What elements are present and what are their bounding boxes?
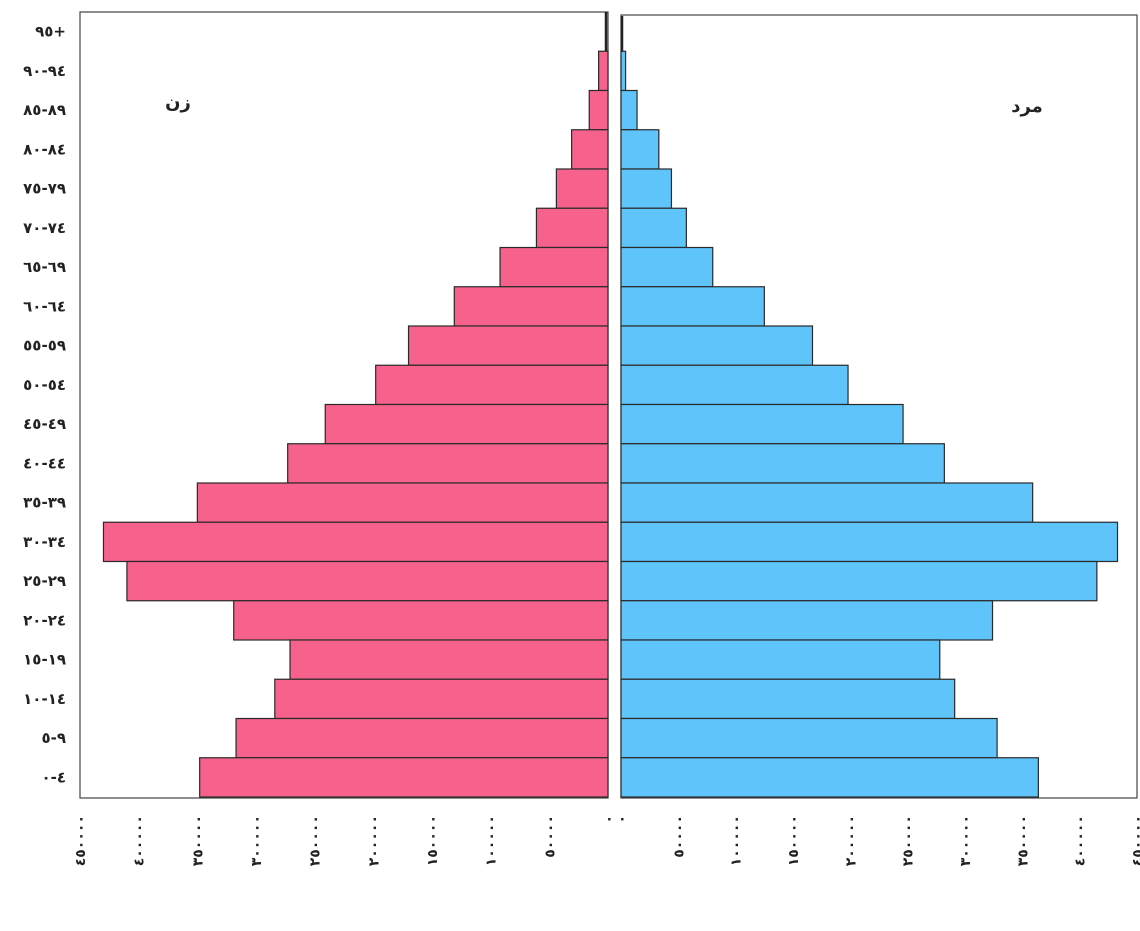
male-bar <box>620 207 687 249</box>
female-bar <box>126 560 609 602</box>
male-tick-label: ٢٥٠٠٠٠ <box>901 815 917 866</box>
age-group-label: ٥٤-٥٠ <box>23 376 66 394</box>
age-group-label: ٤٤-٤٠ <box>23 454 66 472</box>
female-bar <box>287 443 609 484</box>
female-tick-label: ١٥٠٠٠٠ <box>425 815 441 866</box>
female-bar <box>199 757 609 798</box>
age-group-label: ٣٤-٣٠ <box>23 533 66 551</box>
female-bar <box>453 286 609 327</box>
male-bar <box>620 50 627 92</box>
male-tick-label: ٤٥٠٠٠٠ <box>1130 815 1140 866</box>
male-tick-label: ٤٠٠٠٠٠ <box>1073 815 1089 866</box>
age-group-label: ٩٥+ <box>35 23 66 41</box>
age-group-label: ٢٤-٢٠ <box>23 611 66 629</box>
male-bar <box>620 757 1039 798</box>
male-bar <box>620 246 714 288</box>
female-tick-label: ٥٠٠٠٠ <box>542 815 558 858</box>
male-bar <box>620 600 994 641</box>
male-tick-label: ٣٥٠٠٠٠ <box>1015 815 1031 866</box>
male-bar <box>620 129 660 170</box>
female-tick-label: ١٠٠٠٠٠ <box>484 815 500 866</box>
age-group-label: ٣٩-٣٥ <box>23 494 66 512</box>
age-group-label: ٧٤-٧٠ <box>23 219 66 237</box>
male-bar <box>620 717 998 759</box>
age-group-label: ٤-٠ <box>41 768 66 786</box>
female-bar <box>324 403 609 445</box>
female-bar <box>289 639 609 680</box>
male-tick-label: ١٠٠٠٠٠ <box>729 815 745 866</box>
age-group-label: ٧٩-٧٥ <box>23 180 66 198</box>
male-tick-label: ٥٠٠٠٠ <box>671 815 687 858</box>
female-panel-label: زن <box>165 92 191 113</box>
age-group-label: ٤٩-٤٥ <box>23 415 66 433</box>
male-bar <box>620 286 765 327</box>
male-tick-label: ٠ <box>614 815 630 824</box>
female-bar <box>407 325 609 366</box>
male-axis-ticks: ٠ ٥٠٠٠٠ ١٠٠٠٠٠ ١٥٠٠٠٠ ٢٠٠٠٠٠ ٢٥٠٠٠٠ ٣٠٠٠٠٠ ٣٥٠٠… <box>614 815 1140 866</box>
female-bar <box>571 129 609 170</box>
female-tick-label: ٣٥٠٠٠٠ <box>190 815 206 866</box>
male-bar <box>620 443 945 484</box>
male-tick-label: ٣٠٠٠٠٠ <box>958 815 974 866</box>
female-bar <box>555 168 609 209</box>
male-bar <box>620 403 904 445</box>
male-tick-label: ١٥٠٠٠٠ <box>786 815 802 866</box>
age-group-label: ١٤-١٠ <box>23 690 66 708</box>
male-bar <box>620 168 673 209</box>
female-tick-label: ٠ <box>601 815 617 824</box>
male-bar <box>620 325 814 366</box>
male-bar <box>620 482 1034 523</box>
male-bars <box>620 16 1119 798</box>
male-bar <box>620 521 1119 563</box>
female-bar <box>196 482 609 523</box>
female-bar <box>535 207 609 249</box>
male-panel-label: مرد <box>1011 96 1043 117</box>
male-bar <box>620 678 956 720</box>
female-tick-label: ٣٠٠٠٠٠ <box>249 815 265 866</box>
male-bar <box>620 639 941 680</box>
female-bar <box>588 89 609 131</box>
male-bar <box>620 560 1098 602</box>
female-bar <box>235 717 609 759</box>
age-group-labels: ٩٥+ ٩٤-٩٠ ٨٩-٨٥ ٨٤-٨٠ ٧٩-٧٥ ٧٤-٧٠ ٦٩-٦٥ ٦٤-٦٠ ٥٩… <box>23 23 66 787</box>
female-bar <box>102 521 609 563</box>
female-bar <box>499 246 609 288</box>
age-group-label: ٥٩-٥٥ <box>23 337 66 355</box>
age-group-label: ٨٤-٨٠ <box>23 140 66 158</box>
female-bars <box>102 12 609 798</box>
female-tick-label: ٤٥٠٠٠٠ <box>73 815 89 866</box>
female-bar <box>233 600 609 641</box>
age-group-label: ٨٩-٨٥ <box>23 101 66 119</box>
age-group-label: ٦٩-٦٥ <box>23 258 66 276</box>
age-group-label: ٢٩-٢٥ <box>23 572 66 590</box>
female-tick-label: ٢٥٠٠٠٠ <box>308 815 324 866</box>
female-tick-label: ٤٠٠٠٠٠ <box>132 815 148 866</box>
female-bar <box>375 364 609 406</box>
male-bar <box>620 89 638 131</box>
age-group-label: ٩-٥ <box>41 729 66 747</box>
male-tick-label: ٢٠٠٠٠٠ <box>843 815 859 866</box>
male-bar <box>620 364 849 406</box>
age-group-label: ١٩-١٥ <box>23 651 66 669</box>
female-tick-label: ٢٠٠٠٠٠ <box>366 815 382 866</box>
female-bar <box>274 678 609 720</box>
age-group-label: ٦٤-٦٠ <box>23 297 66 315</box>
age-group-label: ٩٤-٩٠ <box>23 62 66 80</box>
female-axis-ticks: ٤٥٠٠٠٠ ٤٠٠٠٠٠ ٣٥٠٠٠٠ ٣٠٠٠٠٠ ٢٥٠٠٠٠ ٢٠٠٠٠٠ ١٥٠٠… <box>73 815 617 866</box>
female-bar <box>598 50 609 92</box>
